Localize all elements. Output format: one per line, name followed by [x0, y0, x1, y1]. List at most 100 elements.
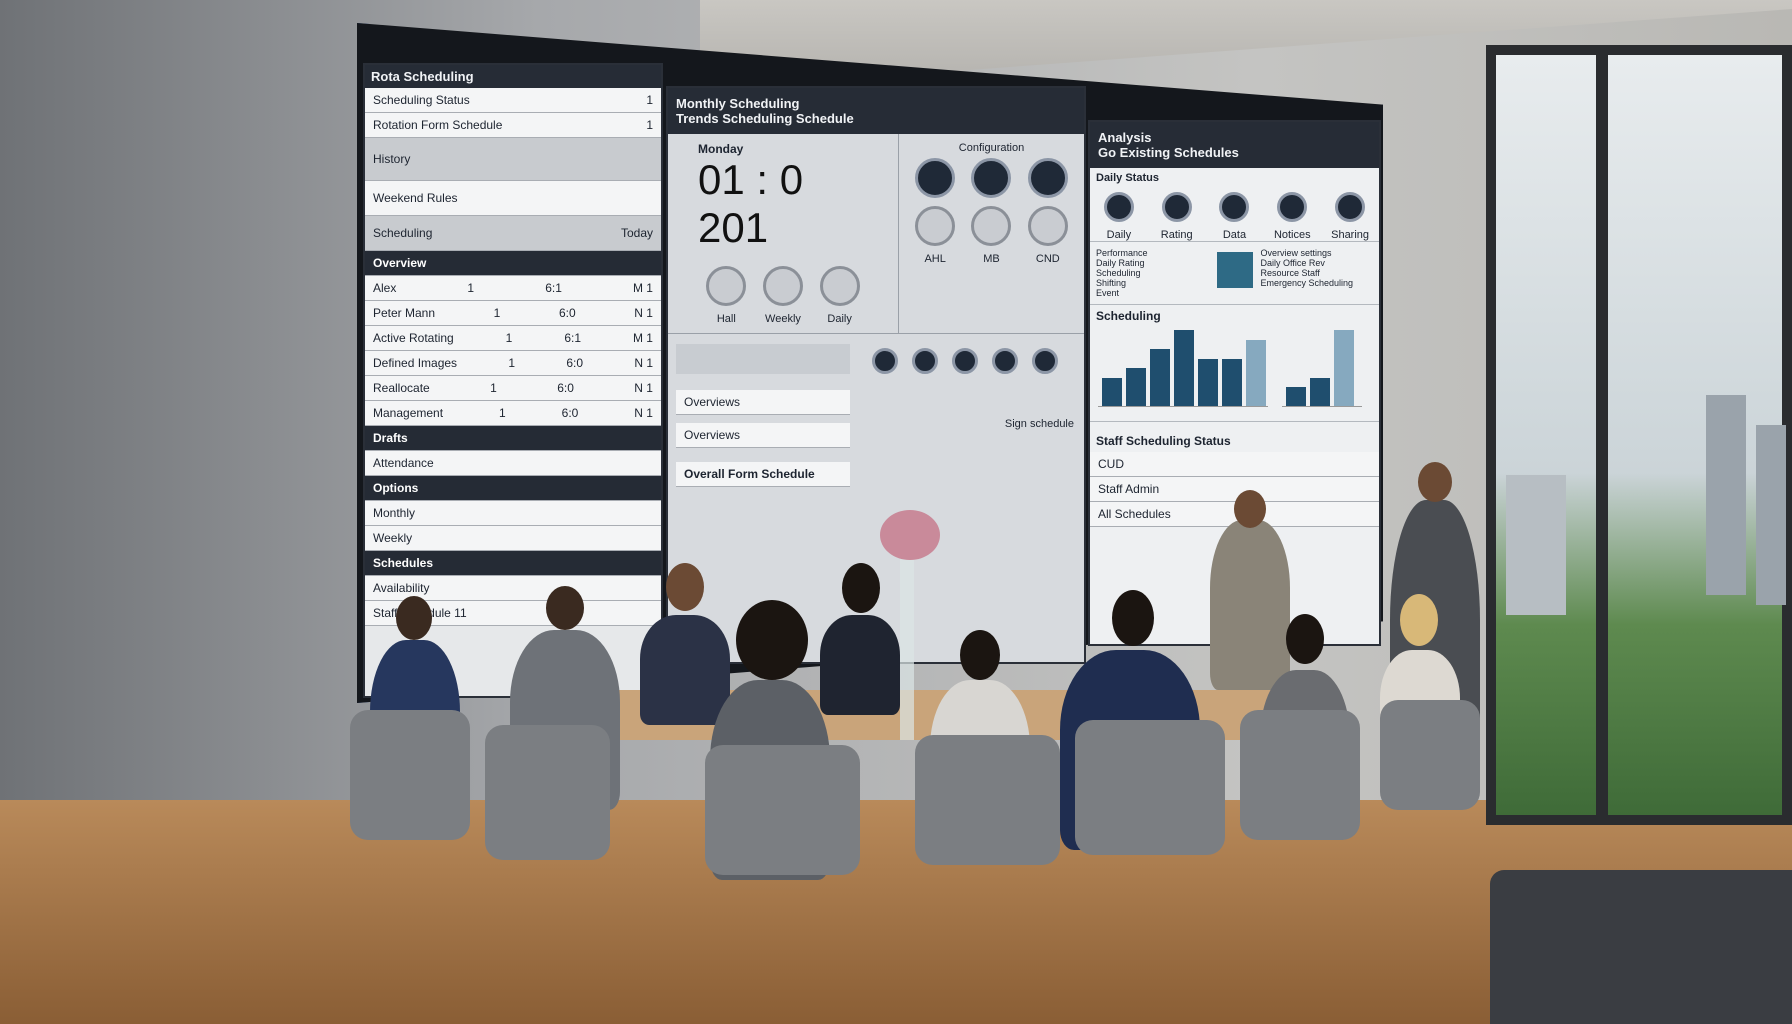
- clock-icon: [819, 266, 860, 306]
- table-row[interactable]: Reallocate 1 6:0 N 1: [365, 376, 661, 401]
- hall-button[interactable]: Hall: [702, 262, 750, 325]
- cell-c: M 1: [632, 281, 653, 295]
- record-icon[interactable]: [1032, 348, 1058, 374]
- help-icon[interactable]: [872, 348, 898, 374]
- left-panel: Rota Scheduling Scheduling Status 1 Rotat…: [363, 63, 663, 698]
- chart-title: Scheduling: [1090, 304, 1379, 327]
- note: Resource Staff: [1260, 268, 1320, 278]
- heart-icon[interactable]: [971, 158, 1012, 198]
- head: [1418, 462, 1452, 502]
- middle-panel-subtitle: Trends Scheduling Schedule: [676, 111, 854, 126]
- table-row[interactable]: Management 1 6:0 N 1: [365, 401, 661, 426]
- table-row[interactable]: Alex 1 6:1 M 1: [365, 276, 661, 301]
- cell-c: N 1: [634, 356, 653, 370]
- list-item[interactable]: History: [365, 138, 661, 181]
- list-item[interactable]: Scheduling Status 1: [365, 88, 661, 113]
- right-panel: Analysis Go Existing Schedules Daily Sta…: [1088, 120, 1381, 646]
- window-mullion: [1596, 55, 1608, 815]
- notices-icon-button[interactable]: Notices: [1273, 188, 1311, 241]
- note: Emergency Scheduling: [1260, 278, 1354, 288]
- chart-tile-icon[interactable]: [1216, 252, 1253, 288]
- bar-chart-small: [1282, 327, 1362, 407]
- edit-icon[interactable]: [1027, 158, 1068, 198]
- data-icon-button[interactable]: Data: [1215, 188, 1253, 241]
- cell-c: M 1: [632, 331, 653, 345]
- status-row[interactable]: Staff Admin: [1090, 477, 1379, 502]
- settings-icon[interactable]: [912, 348, 938, 374]
- status-title: Staff Scheduling Status: [1090, 421, 1379, 452]
- button-label: MB: [983, 253, 1000, 265]
- office-chair: [1240, 710, 1360, 840]
- button-label: Weekly: [765, 313, 801, 325]
- office-chair: [915, 735, 1060, 865]
- list-item[interactable]: Weekend Rules: [365, 181, 661, 216]
- rating-icon-button[interactable]: Rating: [1158, 188, 1196, 241]
- smile-icon: [1219, 192, 1250, 222]
- item-value: 1: [646, 93, 653, 107]
- overview-field[interactable]: Overviews: [676, 390, 850, 415]
- table-row[interactable]: Peter Mann 1 6:0 N 1: [365, 301, 661, 326]
- head: [1234, 490, 1266, 528]
- cell-a: 1: [467, 281, 475, 295]
- office-chair: [485, 725, 610, 860]
- chart-bar: [1126, 368, 1146, 406]
- cell-name: Reallocate: [373, 381, 430, 395]
- stat-label: Daily Rating: [1096, 258, 1145, 268]
- daily-button[interactable]: Daily: [816, 262, 864, 325]
- fields-section: Overviews Overviews Overall Form Schedul…: [668, 334, 858, 497]
- caption: Sign schedule: [1004, 418, 1074, 430]
- cell-a: 1: [505, 331, 513, 345]
- list-item[interactable]: Rotation Form Schedule 1: [365, 113, 661, 138]
- chart-bar: [1334, 330, 1354, 406]
- stats-list: Performance Daily Rating Scheduling Shif…: [1096, 248, 1209, 298]
- chart-icon[interactable]: [1027, 206, 1068, 246]
- notes-list: Overview settings Daily Office Rev Resou…: [1261, 248, 1374, 298]
- config-label: Configuration: [958, 142, 1025, 154]
- building: [1756, 425, 1786, 605]
- form-schedule-header: Overall Form Schedule: [676, 462, 850, 487]
- head: [960, 630, 1000, 680]
- head: [546, 586, 584, 630]
- cell-a: 1: [508, 356, 516, 370]
- book-icon: [1277, 192, 1308, 222]
- office-chair: [705, 745, 860, 875]
- sharing-icon-button[interactable]: Sharing: [1331, 188, 1369, 241]
- button-label: CND: [1035, 253, 1060, 265]
- cell-b: 6:1: [564, 331, 581, 345]
- cell-c: N 1: [634, 381, 653, 395]
- list-item[interactable]: Monthly: [365, 501, 661, 526]
- section-header: Options: [365, 476, 661, 501]
- daily-icon-button[interactable]: Daily: [1100, 188, 1138, 241]
- icon-label: Sharing: [1331, 229, 1370, 241]
- item-label: Weekend Rules: [373, 191, 458, 205]
- cell-b: 6:0: [566, 356, 584, 370]
- office-chair: [1075, 720, 1225, 855]
- list-item[interactable]: Scheduling Today: [365, 216, 661, 251]
- lock-icon[interactable]: [952, 348, 978, 374]
- middle-panel-title: Monthly Scheduling: [676, 96, 800, 111]
- table-row[interactable]: Defined Images 1 6:0 N 1: [365, 351, 661, 376]
- list-item[interactable]: Attendance: [365, 451, 661, 476]
- info-icon[interactable]: [915, 158, 956, 198]
- middle-panel-header: Monthly Scheduling Trends Scheduling Sch…: [668, 88, 1084, 134]
- building: [1706, 395, 1746, 595]
- icon-label: Data: [1222, 229, 1247, 241]
- list-item[interactable]: Weekly: [365, 526, 661, 551]
- status-row[interactable]: CUD: [1090, 452, 1379, 477]
- table-row[interactable]: Active Rotating 1 6:1 M 1: [365, 326, 661, 351]
- section-header: Drafts: [365, 426, 661, 451]
- button-label: Daily: [827, 313, 852, 325]
- info-icon[interactable]: [992, 348, 1018, 374]
- window: [1486, 45, 1792, 825]
- document-icon[interactable]: [915, 206, 956, 246]
- cell-b: 6:0: [561, 406, 579, 420]
- weekly-button[interactable]: Weekly: [759, 262, 807, 325]
- group-label: Daily Status: [1096, 172, 1159, 184]
- cell-c: N 1: [634, 406, 653, 420]
- stat-label: Event: [1096, 288, 1120, 298]
- user-icon[interactable]: [971, 206, 1012, 246]
- overview-field[interactable]: Overviews: [676, 423, 850, 448]
- chart-bar: [1174, 330, 1194, 406]
- chart-bar: [1198, 358, 1218, 406]
- office-chair: [1380, 700, 1480, 810]
